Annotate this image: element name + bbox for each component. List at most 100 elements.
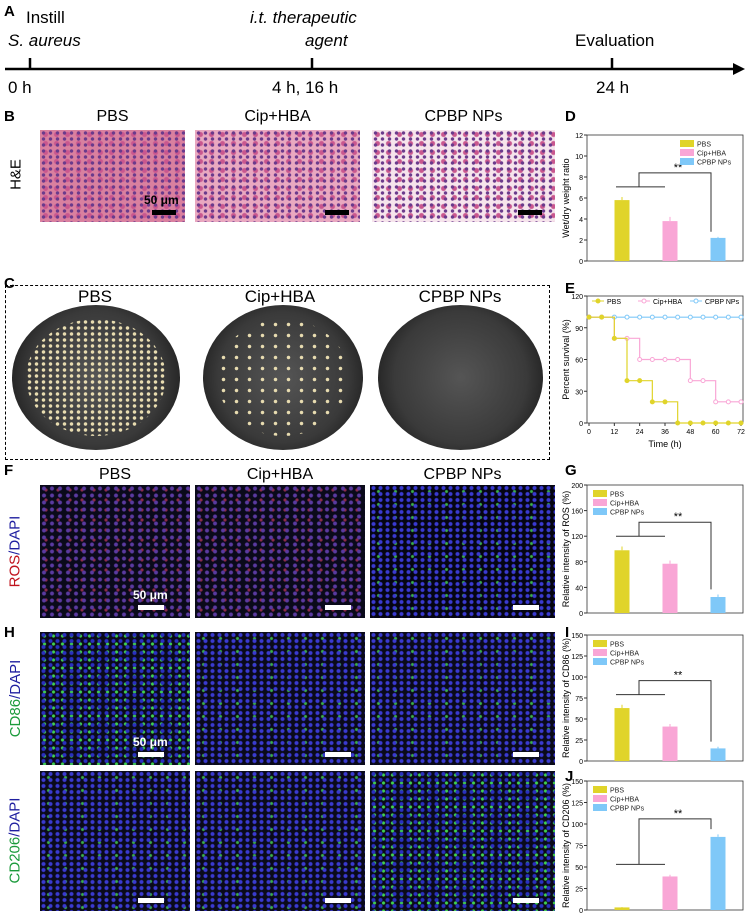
x-tick-label: 48 xyxy=(686,429,694,436)
bar-pbs xyxy=(614,708,630,761)
survival-point xyxy=(738,420,744,426)
survival-point xyxy=(586,314,592,320)
significance-label: ** xyxy=(674,808,683,820)
survival-line-pbs xyxy=(589,316,741,424)
ros-image-cpbp xyxy=(370,485,555,618)
bracket-line xyxy=(638,818,712,865)
y-axis-label: Relative intensity of CD206 (%) xyxy=(561,783,571,908)
time-0: 0 h xyxy=(8,78,32,97)
legend-label: Cip+HBA xyxy=(653,299,682,306)
plates-frame xyxy=(5,285,550,460)
f-header-cip: Cip+HBA xyxy=(246,466,314,483)
bar-cpbp-nps xyxy=(710,597,726,613)
survival-point xyxy=(637,378,643,384)
panel-label-i: I xyxy=(565,624,570,641)
y-tick-label: 0 xyxy=(579,759,583,766)
legend-label: Cip+HBA xyxy=(697,151,726,158)
legend-swatch xyxy=(593,499,607,506)
panel-label-d: D xyxy=(565,108,576,125)
y-tick-label: 6 xyxy=(579,196,583,203)
legend-swatch xyxy=(593,795,607,802)
bracket-line xyxy=(638,172,712,232)
header-cpbp: CPBP NPs xyxy=(424,108,503,125)
cd86-image-pbs: 50 μm xyxy=(40,632,190,765)
y-tick-label: 125 xyxy=(571,801,583,808)
y-tick-label: 75 xyxy=(575,696,583,703)
therapeutic-label: i.t. therapeutic xyxy=(250,8,357,27)
f-header-pbs: PBS xyxy=(98,466,131,483)
time-2: 24 h xyxy=(596,78,630,97)
y-axis-label: Relative intensity of ROS (%) xyxy=(561,491,571,608)
survival-point xyxy=(687,420,693,426)
legend-label: CPBP NPs xyxy=(697,160,732,167)
panel-label-h: H xyxy=(4,624,15,641)
bar-cpbp-nps xyxy=(710,748,726,761)
header-pbs: PBS xyxy=(96,108,129,125)
y-tick-label: 25 xyxy=(575,738,583,745)
legend-swatch xyxy=(593,640,607,647)
x-tick-label: 72 xyxy=(737,429,745,436)
survival-point xyxy=(687,314,693,320)
instill-label: Instill xyxy=(26,8,65,27)
panel-label-j: J xyxy=(565,768,574,785)
legend-swatch xyxy=(593,649,607,656)
y-tick-label: 120 xyxy=(571,534,583,541)
he-image-cip xyxy=(195,130,360,222)
survival-point xyxy=(700,378,706,384)
legend-swatch xyxy=(593,804,607,811)
legend-label: PBS xyxy=(610,642,624,649)
bar-pbs xyxy=(614,550,630,613)
survival-point xyxy=(687,378,693,384)
x-tick-label: 12 xyxy=(610,429,618,436)
legend-label: CPBP NPs xyxy=(610,660,645,667)
legend-swatch xyxy=(680,149,694,156)
he-row-label: H&E xyxy=(7,159,25,190)
legend-swatch xyxy=(593,786,607,793)
y-axis-label: Wet/dry weight ratio xyxy=(561,158,571,237)
y-axis-label: Relative intensity of CD86 (%) xyxy=(561,638,571,758)
agar-plate-pbs xyxy=(12,305,180,450)
survival-point xyxy=(662,399,668,405)
significance-label: ** xyxy=(674,511,683,523)
panel-label-c: C xyxy=(4,275,15,292)
bar-pbs xyxy=(614,200,630,261)
scale-bar-label: 50 μm xyxy=(144,193,179,207)
survival-point xyxy=(662,314,668,320)
significance-label: ** xyxy=(674,162,683,174)
survival-point xyxy=(725,420,731,426)
survival-point xyxy=(713,399,719,405)
panel-label-b: B xyxy=(4,108,15,125)
plate-header-cpbp: CPBP NPs xyxy=(418,287,502,306)
legend-swatch xyxy=(593,508,607,515)
y-tick-label: 0 xyxy=(579,611,583,618)
survival-point xyxy=(675,420,681,426)
bar-cip-hba xyxy=(662,221,678,261)
agar-plate-cip xyxy=(203,305,363,450)
survival-point xyxy=(725,314,731,320)
panel-label-e: E xyxy=(565,280,576,297)
legend-label: PBS xyxy=(610,492,624,499)
y-tick-label: 50 xyxy=(575,865,583,872)
panel-label-g: G xyxy=(565,462,577,479)
survival-point xyxy=(599,314,605,320)
y-tick-label: 4 xyxy=(579,217,583,224)
he-image-cpbp xyxy=(372,130,555,222)
header-cip: Cip+HBA xyxy=(244,108,311,125)
he-image-pbs: 50 μm xyxy=(40,130,185,222)
bar-cpbp-nps xyxy=(710,237,726,261)
y-tick-label: 90 xyxy=(575,326,583,333)
cd86-image-cpbp xyxy=(370,632,555,765)
ros-image-cip xyxy=(195,485,365,618)
chart-wet-dry-ratio: 0 2 4 6 8 10 12 Wet/dry weight ratio ** PBS Cip+HB… xyxy=(561,133,744,266)
survival-point xyxy=(637,357,643,362)
legend-swatch xyxy=(680,140,694,147)
y-tick-label: 100 xyxy=(571,822,583,829)
legend-label: CPBP NPs xyxy=(705,299,740,306)
ros-image-pbs: 50 μm xyxy=(40,485,190,618)
y-tick-label: 150 xyxy=(571,633,583,640)
x-tick-label: 60 xyxy=(712,429,720,436)
legend-label: Cip+HBA xyxy=(610,797,639,804)
cd86-image-cip xyxy=(195,632,365,765)
legend-swatch xyxy=(680,158,694,165)
